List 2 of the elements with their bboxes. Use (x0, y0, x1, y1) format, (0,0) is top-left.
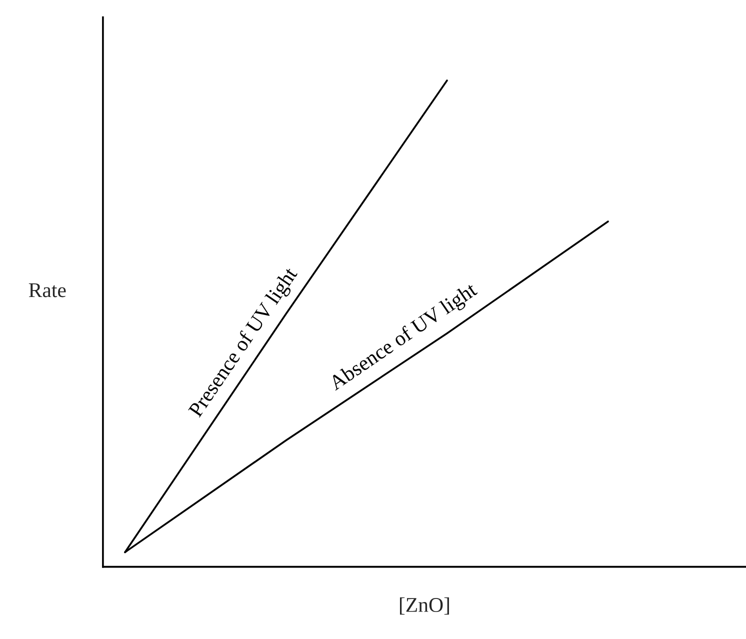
x-axis-title: [ZnO] (400, 597, 449, 615)
y-axis-title: Rate (28, 283, 66, 298)
